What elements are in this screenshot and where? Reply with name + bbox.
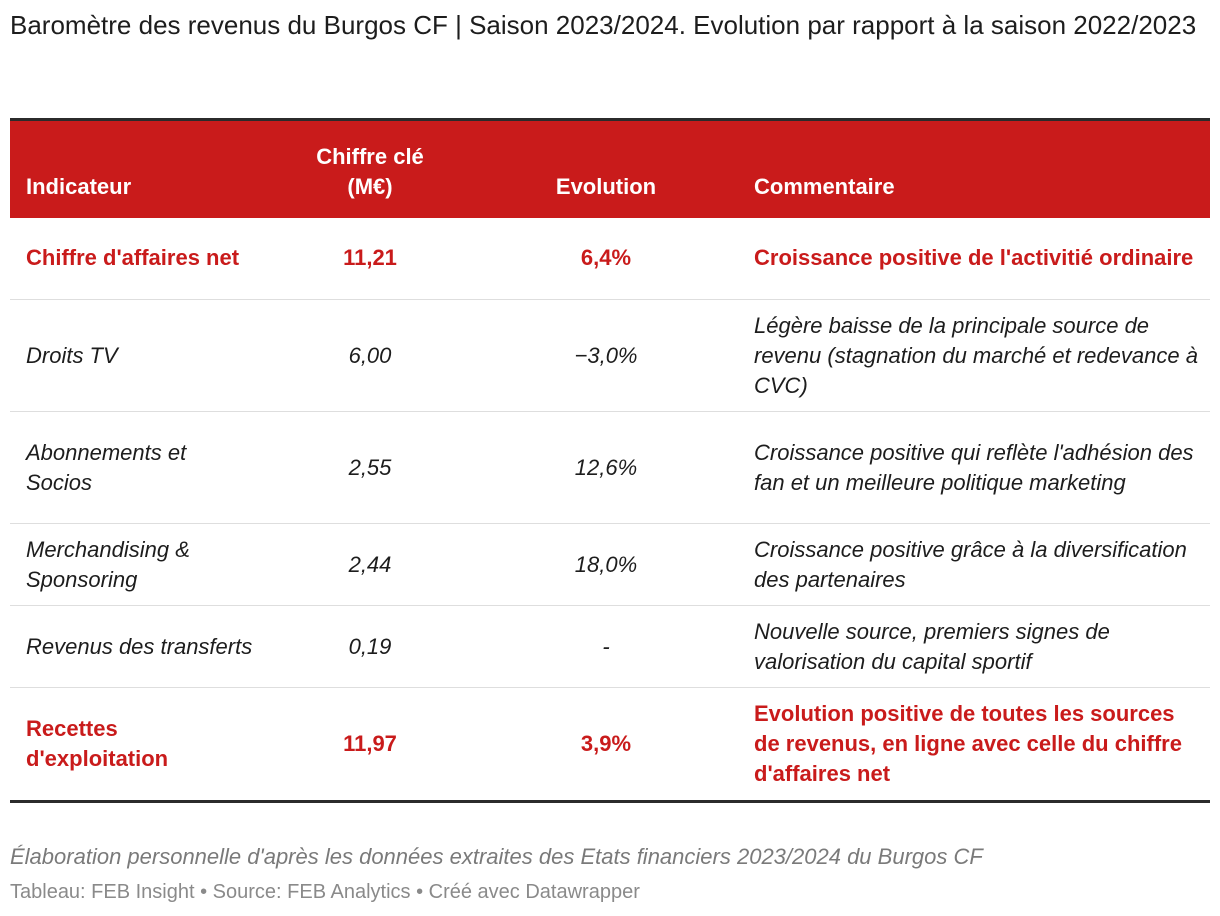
table-row: Recettes d'exploitation 11,97 3,9% Evolu… [10,687,1210,803]
cell-value: 2,44 [256,523,484,606]
page-title: Baromètre des revenus du Burgos CF | Sai… [10,10,1197,40]
source-note: Élaboration personnelle d'après les donn… [10,844,983,869]
table-row: Droits TV 6,00 −3,0% Légère baisse de la… [10,299,1210,412]
cell-comment: Croissance positive grâce à la diversifi… [728,523,1210,606]
cell-indicator: Merchandising & Sponsoring [10,523,256,606]
header-chiffre-cle: Chiffre clé (M€) [256,118,484,218]
cell-evolution: 6,4% [484,217,728,300]
cell-value: 11,21 [256,217,484,300]
table-row: Abonnements et Socios 2,55 12,6% Croissa… [10,411,1210,524]
table-row: Chiffre d'affaires net 11,21 6,4% Croiss… [10,217,1210,300]
cell-indicator: Droits TV [10,299,256,412]
cell-comment: Croissance positive de l'activitié ordin… [728,217,1210,300]
cell-evolution: 3,9% [484,687,728,803]
cell-indicator: Abonnements et Socios [10,411,256,524]
cell-value: 2,55 [256,411,484,524]
cell-evolution: 18,0% [484,523,728,606]
cell-indicator: Chiffre d'affaires net [10,217,256,300]
cell-comment: Croissance positive qui reflète l'adhési… [728,411,1210,524]
cell-indicator: Revenus des transferts [10,605,256,688]
cell-value: 6,00 [256,299,484,412]
cell-evolution: 12,6% [484,411,728,524]
credits-footer: Tableau: FEB Insight • Source: FEB Analy… [10,881,640,903]
cell-evolution: - [484,605,728,688]
cell-comment: Nouvelle source, premiers signes de valo… [728,605,1210,688]
cell-value: 11,97 [256,687,484,803]
cell-comment: Evolution positive de toutes les sources… [728,687,1210,803]
header-commentaire: Commentaire [728,118,1210,218]
revenue-table: Indicateur Chiffre clé (M€) Evolution Co… [10,118,1210,803]
cell-indicator: Recettes d'exploitation [10,687,256,803]
header-indicateur: Indicateur [10,118,256,218]
cell-comment: Légère baisse de la principale source de… [728,299,1210,412]
header-chiffre-cle-label: Chiffre clé (M€) [316,143,424,199]
cell-value: 0,19 [256,605,484,688]
header-evolution: Evolution [484,118,728,218]
table-row: Revenus des transferts 0,19 - Nouvelle s… [10,605,1210,688]
cell-evolution: −3,0% [484,299,728,412]
table-header-row: Indicateur Chiffre clé (M€) Evolution Co… [10,118,1210,218]
table-row: Merchandising & Sponsoring 2,44 18,0% Cr… [10,523,1210,606]
